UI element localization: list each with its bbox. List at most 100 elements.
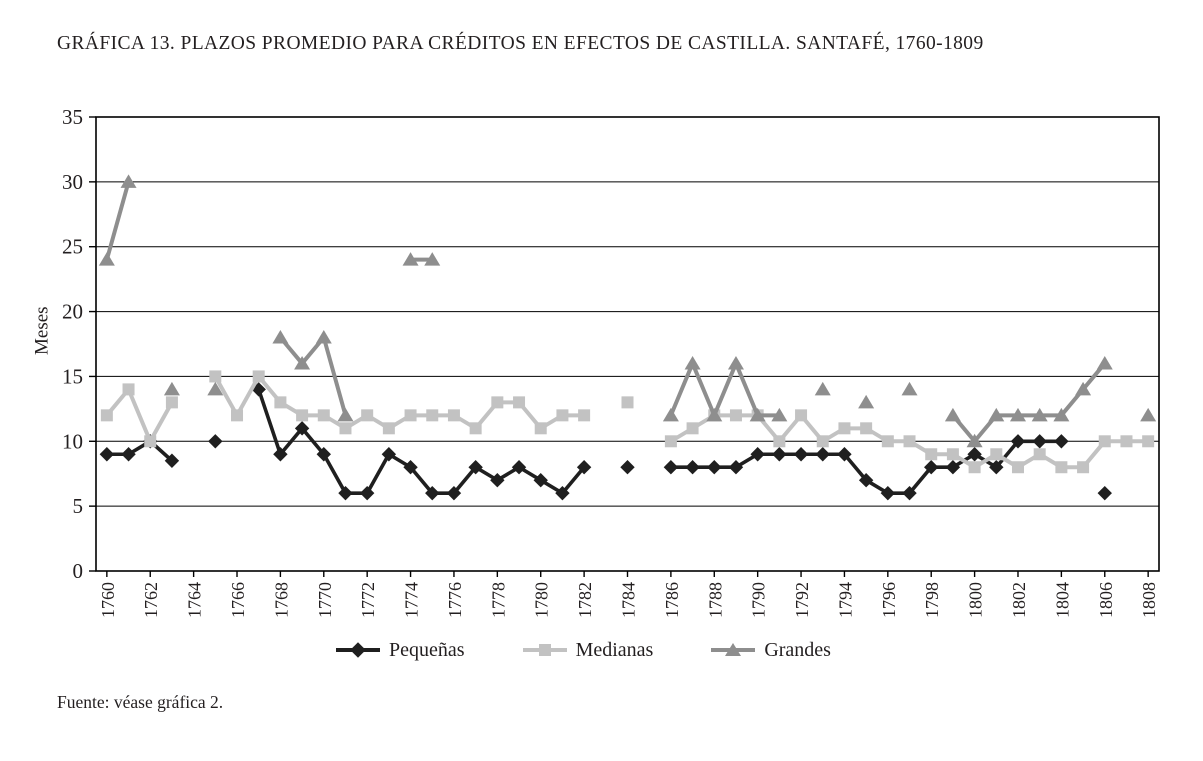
diamond-marker-icon <box>858 473 874 488</box>
triangle-marker-icon <box>1009 407 1026 422</box>
diamond-marker-icon <box>555 485 570 501</box>
legend-item-grandes: Grandes <box>711 636 831 664</box>
diamond-marker-icon <box>533 473 548 488</box>
triangle-marker-icon <box>944 407 961 422</box>
series-line <box>669 358 780 421</box>
triangle-marker-icon <box>858 394 875 409</box>
diamond-marker-icon <box>663 460 679 475</box>
triangle-marker-icon <box>1096 355 1113 370</box>
diamond-marker-icon <box>772 447 787 462</box>
diamond-marker-icon <box>359 485 375 501</box>
diamond-marker-icon <box>837 447 852 462</box>
legend-item-medianas: Medianas <box>522 636 654 664</box>
x-tick-label: 1798 <box>922 582 942 618</box>
square-marker-icon <box>144 435 157 448</box>
square-marker-icon <box>296 409 309 422</box>
x-tick-label: 1784 <box>619 582 639 618</box>
x-tick-label: 1786 <box>662 582 682 618</box>
x-tick-label: 1770 <box>315 582 335 618</box>
triangle-marker-icon <box>272 330 289 344</box>
diamond-marker-icon <box>1010 434 1026 449</box>
diamond-marker-icon <box>273 447 288 462</box>
square-marker-icon <box>1011 461 1024 474</box>
triangle-marker-icon <box>706 407 723 422</box>
square-marker-icon <box>578 409 591 422</box>
diamond-marker-icon <box>350 642 366 658</box>
legend-label: Grandes <box>764 638 831 661</box>
x-tick-label: 1800 <box>966 582 986 618</box>
square-marker-icon <box>361 409 374 422</box>
x-tick-label: 1780 <box>532 582 552 618</box>
triangle-marker-icon <box>1140 407 1157 422</box>
legend-line-sample <box>336 642 381 658</box>
triangle-marker-icon <box>120 174 137 188</box>
y-tick-label: 15 <box>62 364 83 388</box>
diamond-marker-icon <box>750 447 765 462</box>
diamond-marker-icon <box>425 485 440 501</box>
diamond-marker-icon <box>945 460 961 475</box>
diamond-marker-icon <box>793 447 809 462</box>
series-line <box>106 439 174 463</box>
series-line <box>256 388 586 496</box>
square-marker-icon <box>838 422 851 435</box>
square-marker-icon <box>773 435 786 448</box>
x-tick-label: 1760 <box>98 582 118 618</box>
square-marker-icon <box>816 435 829 448</box>
triangle-marker-icon <box>662 407 679 422</box>
y-axis-ticks: 0 5 10 15 20 25 30 35 <box>62 105 96 583</box>
x-tick-label: 1806 <box>1096 582 1116 618</box>
square-marker-icon <box>664 435 677 448</box>
diamond-marker-icon <box>381 447 397 462</box>
x-tick-label: 1774 <box>402 582 422 618</box>
diamond-marker-icon <box>728 460 744 475</box>
diamond-marker-icon <box>815 447 830 462</box>
square-marker-icon <box>382 422 395 435</box>
triangle-marker-icon <box>727 355 744 370</box>
square-marker-icon <box>317 409 330 422</box>
x-tick-label: 1802 <box>1009 582 1029 618</box>
square-marker-icon <box>1055 461 1068 474</box>
square-marker-icon <box>1142 435 1155 448</box>
x-tick-label: 1766 <box>228 582 248 618</box>
legend-label: Medianas <box>575 638 654 661</box>
square-marker-icon <box>1098 435 1111 448</box>
diamond-marker-icon <box>468 460 483 475</box>
y-tick-label: 10 <box>62 429 83 453</box>
diamond-marker-icon <box>208 434 223 449</box>
square-marker-icon <box>469 422 482 435</box>
diamond-marker-icon <box>294 421 310 436</box>
diamond-marker-icon <box>1032 434 1047 449</box>
square-marker-icon <box>339 422 352 435</box>
triangle-marker-icon <box>1031 407 1048 422</box>
square-marker-icon <box>426 409 439 422</box>
gridlines <box>96 181 1159 507</box>
square-marker-icon <box>903 435 916 448</box>
square-marker-icon <box>538 644 551 656</box>
triangle-marker-icon <box>294 355 311 370</box>
diamond-marker-icon <box>707 460 722 475</box>
square-marker-icon <box>946 448 959 461</box>
y-tick-label: 30 <box>62 170 83 194</box>
diamond-marker-icon <box>511 460 527 475</box>
diamond-marker-icon <box>924 460 939 475</box>
diamond-marker-icon <box>685 460 700 475</box>
square-marker-icon <box>729 409 742 422</box>
diamond-marker-icon <box>164 453 180 468</box>
square-marker-icon <box>100 409 113 422</box>
diamond-marker-icon <box>620 460 635 475</box>
triangle-marker-icon <box>424 252 441 266</box>
square-marker-icon <box>404 409 417 422</box>
diamond-marker-icon <box>490 473 505 488</box>
square-marker-icon <box>491 396 504 409</box>
series-line <box>278 333 348 416</box>
chart-title: GRÁFICA 13. PLAZOS PROMEDIO PARA CRÉDITO… <box>57 33 984 54</box>
triangle-marker-icon <box>98 252 115 266</box>
plot-border <box>95 116 1160 572</box>
triangle-marker-icon <box>725 642 742 656</box>
triangle-marker-icon <box>207 381 224 396</box>
legend-line-sample <box>711 642 756 656</box>
square-marker-icon <box>881 435 894 448</box>
diamond-marker-icon <box>446 485 462 501</box>
x-tick-label: 1804 <box>1052 582 1072 618</box>
y-tick-label: 20 <box>62 300 83 324</box>
